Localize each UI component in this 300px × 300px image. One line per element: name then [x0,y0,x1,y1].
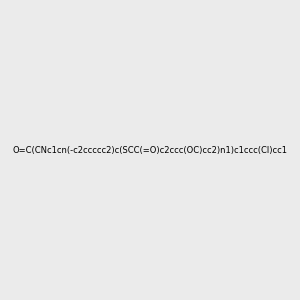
Text: O=C(CNc1cn(-c2ccccc2)c(SCC(=O)c2ccc(OC)cc2)n1)c1ccc(Cl)cc1: O=C(CNc1cn(-c2ccccc2)c(SCC(=O)c2ccc(OC)c… [13,146,287,154]
